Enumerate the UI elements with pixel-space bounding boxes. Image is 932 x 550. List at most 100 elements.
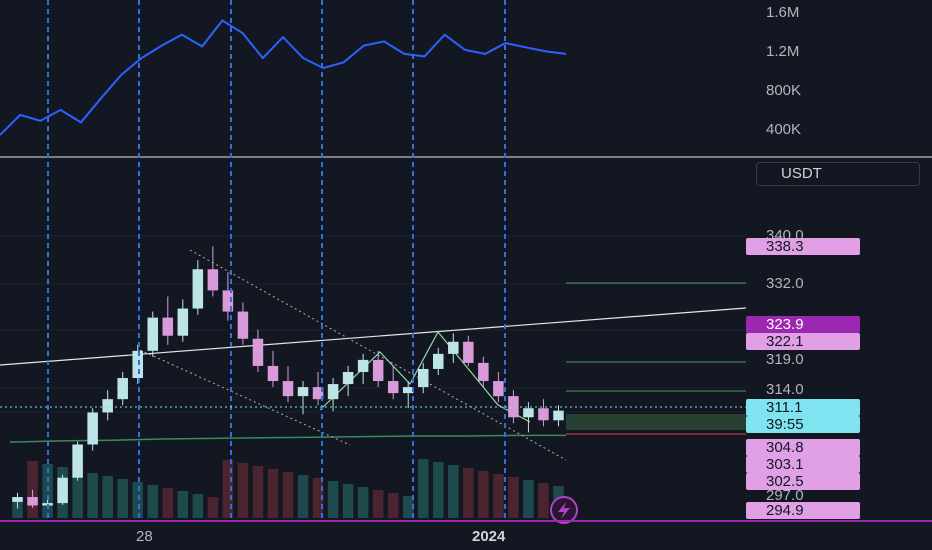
- candle-body: [402, 387, 414, 394]
- price-label: 322.1: [746, 333, 860, 350]
- price-label: 338.3: [746, 238, 860, 255]
- volume-bar: [102, 476, 113, 518]
- moving-average-line: [9, 434, 566, 443]
- candle-body: [57, 477, 68, 504]
- volume-bar: [147, 485, 159, 518]
- volume-bar: [27, 461, 38, 518]
- price-levels[interactable]: [0, 282, 746, 435]
- volume-bar: [237, 463, 249, 518]
- candle-body: [12, 497, 23, 502]
- volume-bar: [312, 478, 324, 518]
- volume-tick-label: 1.2M: [766, 43, 800, 60]
- volume-bar: [282, 472, 294, 518]
- candle-body: [508, 396, 519, 418]
- volume-bar: [463, 468, 474, 518]
- volume-bar: [162, 488, 174, 518]
- candle-body: [417, 368, 429, 388]
- harmonic-pattern: [319, 330, 531, 423]
- candle-body: [117, 378, 128, 400]
- price-tick-label: 314.0: [766, 381, 804, 398]
- volume-bar: [387, 493, 399, 518]
- vertical-lines[interactable]: [47, 0, 506, 520]
- volume-bar: [72, 470, 83, 518]
- candle-body: [538, 408, 549, 421]
- candle-body: [433, 353, 444, 369]
- volume-tick-label: 400K: [766, 121, 802, 138]
- volume-bar: [417, 459, 429, 518]
- price-label: 294.9: [746, 502, 860, 519]
- volume-pane: [0, 19, 567, 136]
- candle-body: [523, 408, 534, 418]
- flash-icon[interactable]: [550, 496, 578, 524]
- price-label: 303.1: [746, 456, 860, 473]
- candle-body: [147, 317, 159, 351]
- volume-bar: [87, 473, 98, 518]
- price-label: 304.8: [746, 439, 860, 456]
- candle-body: [493, 381, 504, 397]
- volume-bar: [372, 490, 384, 518]
- price-tick-label: 332.0: [766, 275, 804, 292]
- volume-bar: [478, 471, 489, 518]
- volume-bar: [252, 466, 264, 518]
- candle-body: [162, 317, 174, 336]
- volume-bar: [222, 460, 234, 518]
- volume-bar: [357, 487, 369, 518]
- volume-bar: [327, 481, 339, 518]
- candle-body: [27, 497, 38, 506]
- candle-body: [342, 371, 354, 385]
- volume-tick-label: 1.6M: [766, 4, 800, 21]
- channel-lower-line: [139, 349, 351, 446]
- volume-bar: [132, 482, 143, 518]
- candle-body: [553, 410, 564, 421]
- volume-line: [0, 19, 567, 136]
- candle-body: [252, 338, 264, 366]
- candle-body: [448, 341, 459, 354]
- price-label: 323.9: [746, 316, 860, 333]
- candle-body: [237, 311, 249, 339]
- volume-bar: [117, 479, 128, 518]
- candle-body: [72, 444, 83, 478]
- candle-body: [132, 350, 143, 379]
- currency-button[interactable]: USDT: [756, 162, 920, 186]
- candle-body: [102, 399, 113, 413]
- volume-bar: [538, 483, 549, 518]
- price-tick-label: 319.0: [766, 351, 804, 368]
- candle-body: [267, 365, 279, 382]
- volume-bar: [523, 480, 534, 518]
- candle-body: [312, 387, 324, 400]
- price-label: 311.1: [746, 399, 860, 416]
- candle-body: [297, 387, 309, 397]
- position-zone: [566, 414, 746, 430]
- candle-body: [192, 269, 204, 309]
- candle-body: [387, 381, 399, 394]
- volume-bar: [267, 469, 279, 518]
- volume-bar: [402, 496, 414, 518]
- candle-body: [87, 412, 98, 445]
- volume-bar: [207, 497, 219, 518]
- candle-body: [207, 269, 219, 291]
- candle-body: [478, 362, 489, 382]
- candle-body: [282, 381, 294, 397]
- volume-bar: [177, 491, 189, 518]
- volume-bar: [508, 477, 519, 518]
- time-tick-label: 2024: [472, 528, 506, 545]
- price-label: 302.5: [746, 473, 860, 490]
- candle-body: [463, 341, 474, 363]
- volume-bar: [433, 462, 444, 518]
- price-tick-label: 297.0: [766, 487, 804, 504]
- volume-bar: [448, 465, 459, 518]
- time-tick-label: 28: [136, 528, 153, 545]
- candle-body: [327, 384, 339, 400]
- volume-bar: [493, 474, 504, 518]
- candle-body: [372, 359, 384, 382]
- candle-body: [177, 308, 189, 336]
- candle-body: [222, 290, 234, 312]
- volume-bar: [297, 475, 309, 518]
- volume-tick-label: 800K: [766, 82, 802, 99]
- candles[interactable]: [12, 246, 564, 509]
- trendline: [0, 307, 747, 366]
- candle-body: [357, 359, 369, 372]
- countdown-label: 39:55: [746, 416, 860, 433]
- volume-bar: [192, 494, 204, 518]
